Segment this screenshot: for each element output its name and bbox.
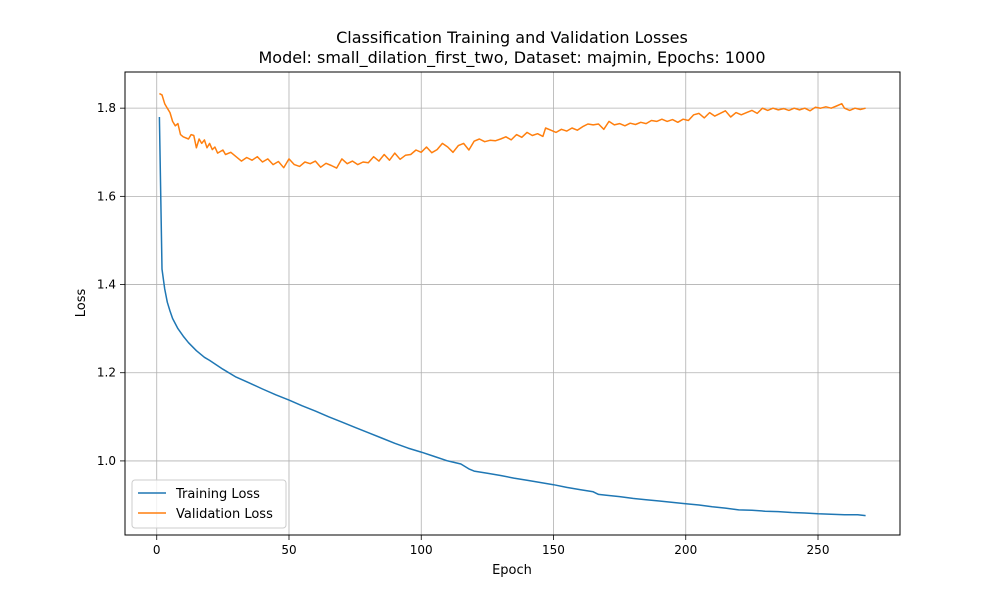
- y-tick-label: 1.2: [97, 366, 116, 380]
- y-tick-label: 1.0: [97, 454, 116, 468]
- x-tick-label: 50: [281, 543, 296, 557]
- y-axis-label: Loss: [74, 289, 89, 318]
- series-lines: [158, 92, 866, 517]
- axis-ticks: 0 50 100 150 200 250 1.0 1.2 1.4 1.6 1.8: [97, 101, 830, 557]
- x-axis-label: Epoch: [492, 563, 532, 578]
- x-tick-label: 0: [153, 543, 161, 557]
- training-loss-line: [158, 116, 866, 517]
- y-tick-label: 1.4: [97, 278, 116, 292]
- chart-subtitle: Model: small_dilation_first_two, Dataset…: [258, 48, 765, 68]
- chart-title: Classification Training and Validation L…: [336, 28, 688, 47]
- y-tick-label: 1.8: [97, 101, 116, 115]
- legend-label-validation: Validation Loss: [176, 507, 273, 522]
- x-tick-label: 200: [674, 543, 697, 557]
- y-tick-label: 1.6: [97, 189, 116, 203]
- x-tick-label: 100: [410, 543, 433, 557]
- legend-label-training: Training Loss: [175, 487, 260, 502]
- plot-frame: [124, 71, 901, 536]
- x-tick-label: 150: [542, 543, 565, 557]
- legend-box: [131, 479, 287, 529]
- legend: Training Loss Validation Loss: [131, 479, 287, 529]
- grid: [125, 72, 900, 535]
- validation-loss-line: [159, 92, 866, 169]
- x-tick-label: 250: [807, 543, 830, 557]
